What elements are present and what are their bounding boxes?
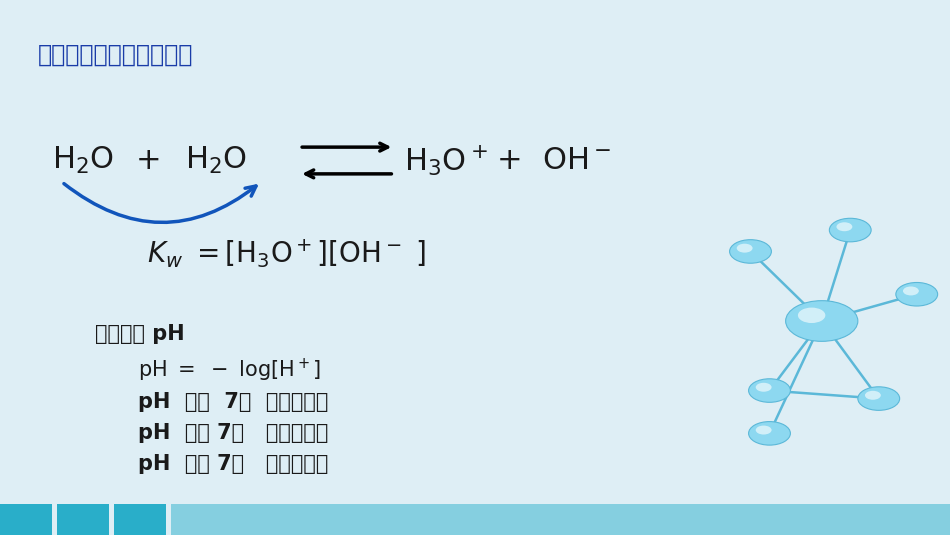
Text: $\mathrm{pH\ =\ -\ log[H^+]}$: $\mathrm{pH\ =\ -\ log[H^+]}$ bbox=[138, 356, 321, 384]
Text: $\mathrm{H_2O}$: $\mathrm{H_2O}$ bbox=[185, 145, 247, 176]
Circle shape bbox=[749, 422, 790, 445]
Bar bbox=[57, 504, 109, 535]
Bar bbox=[114, 504, 166, 535]
Circle shape bbox=[736, 243, 752, 253]
Text: $\mathrm{OH^-}$: $\mathrm{OH^-}$ bbox=[542, 146, 611, 175]
Circle shape bbox=[836, 222, 852, 231]
Text: pH  等于  7，  中性溶液；: pH 等于 7， 中性溶液； bbox=[138, 392, 328, 412]
Circle shape bbox=[896, 282, 938, 306]
Text: $+$: $+$ bbox=[135, 146, 160, 175]
Circle shape bbox=[864, 391, 881, 400]
Text: 水溶液的 pH: 水溶液的 pH bbox=[95, 324, 184, 345]
Text: $\mathit{K}_{\mathit{w}}\ =[\mathrm{H_3O^+}][\mathrm{OH^-}\ ]$: $\mathit{K}_{\mathit{w}}\ =[\mathrm{H_3O… bbox=[147, 238, 426, 270]
Bar bbox=[0, 504, 52, 535]
Circle shape bbox=[902, 286, 919, 295]
Text: pH  小于 7，   酸性溶液。: pH 小于 7， 酸性溶液。 bbox=[138, 454, 328, 475]
Circle shape bbox=[829, 218, 871, 242]
Circle shape bbox=[858, 387, 900, 410]
Circle shape bbox=[786, 301, 858, 341]
Text: pH  大于 7，   碱性溶液；: pH 大于 7， 碱性溶液； bbox=[138, 423, 328, 444]
Circle shape bbox=[730, 240, 771, 263]
Text: $\mathrm{H_2O}$: $\mathrm{H_2O}$ bbox=[52, 145, 114, 176]
Circle shape bbox=[798, 308, 826, 323]
Circle shape bbox=[755, 383, 771, 392]
Circle shape bbox=[749, 379, 790, 402]
Bar bbox=[171, 504, 950, 535]
Text: $+$: $+$ bbox=[496, 146, 521, 175]
Text: $\mathrm{H_3O^+}$: $\mathrm{H_3O^+}$ bbox=[404, 143, 487, 178]
Text: 一、溶液酸度的表示方法: 一、溶液酸度的表示方法 bbox=[38, 43, 194, 67]
Circle shape bbox=[755, 425, 771, 434]
